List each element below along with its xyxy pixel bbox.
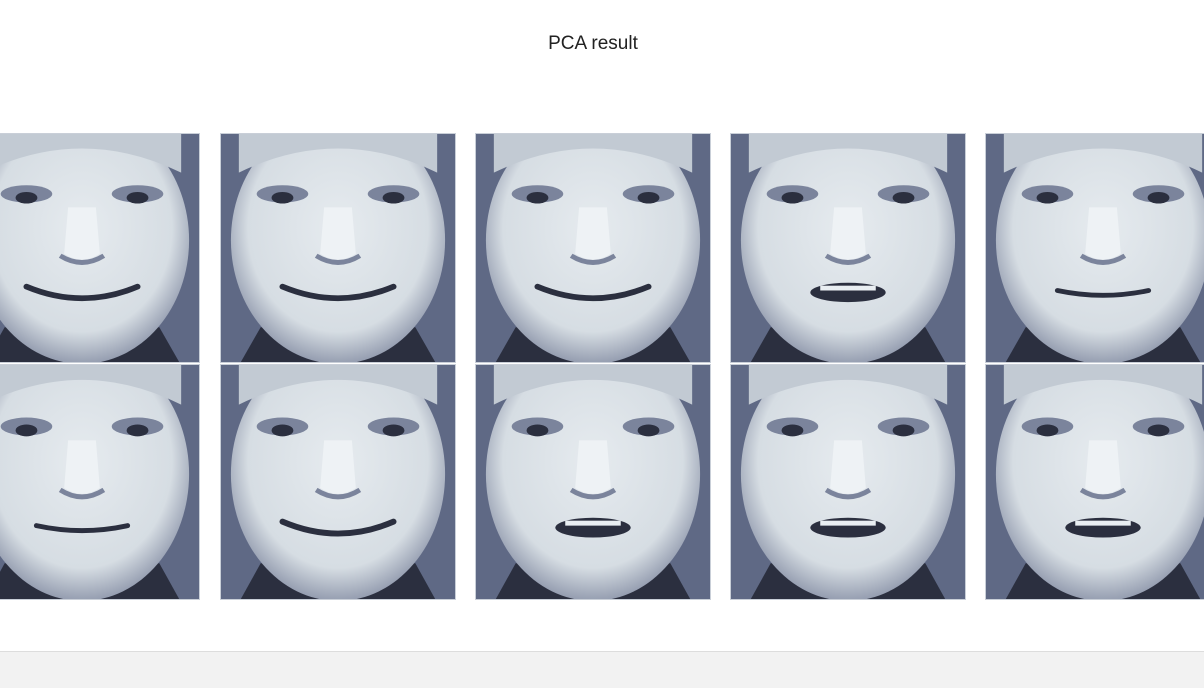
face-image-8 — [475, 364, 711, 600]
face-image-3 — [475, 133, 711, 363]
face-picture — [476, 365, 710, 599]
face-grid — [0, 133, 1204, 600]
face-image-4 — [730, 133, 966, 363]
face-image-1 — [0, 133, 200, 363]
divider — [0, 651, 1204, 652]
face-picture — [986, 134, 1204, 362]
face-image-10 — [985, 364, 1204, 600]
face-picture — [221, 134, 455, 362]
face-picture — [0, 134, 199, 362]
figure-title: PCA result — [548, 33, 638, 54]
face-picture — [731, 365, 965, 599]
face-image-5 — [985, 133, 1204, 363]
footer-bar — [0, 652, 1204, 688]
face-image-6 — [0, 364, 200, 600]
face-picture — [986, 365, 1204, 599]
face-image-7 — [220, 364, 456, 600]
face-picture — [731, 134, 965, 362]
face-picture — [476, 134, 710, 362]
face-image-9 — [730, 364, 966, 600]
face-image-2 — [220, 133, 456, 363]
face-picture — [0, 365, 199, 599]
face-picture — [221, 365, 455, 599]
